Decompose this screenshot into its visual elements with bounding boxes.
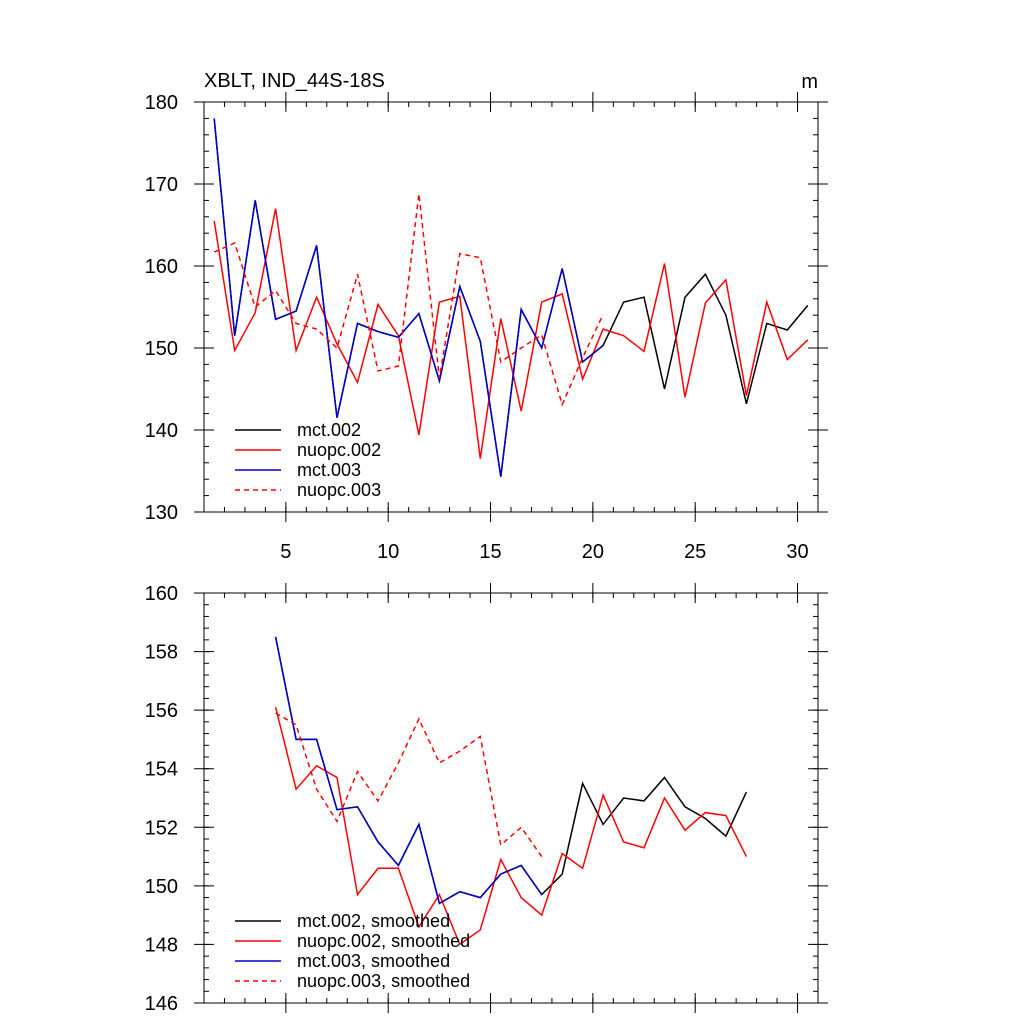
series-line-mct-003 [213, 118, 604, 477]
legend-label: mct.003 [297, 460, 361, 480]
x-tick-label: 20 [582, 541, 604, 563]
legend-label: nuopc.002 [297, 440, 381, 460]
y-tick-label: 150 [145, 338, 178, 360]
y-tick-label: 180 [145, 92, 178, 114]
y-tick-label: 160 [145, 256, 178, 278]
legend-label: mct.002 [297, 420, 361, 440]
series-line-nuopc-003-smoothed [275, 712, 543, 858]
x-tick-label: 15 [479, 541, 501, 563]
units-label: m [801, 71, 818, 93]
legend-label: nuopc.003 [297, 480, 381, 500]
y-tick-label: 150 [145, 876, 178, 898]
legend-label: nuopc.003, smoothed [297, 971, 470, 991]
y-tick-label: 130 [145, 502, 178, 524]
y-tick-label: 154 [145, 759, 178, 781]
y-tick-label: 158 [145, 642, 178, 664]
y-tick-label: 156 [145, 700, 178, 722]
x-tick-label: 30 [786, 541, 808, 563]
y-tick-label: 152 [145, 817, 178, 839]
series-line-nuopc-003 [213, 193, 604, 407]
legend-label: mct.002, smoothed [297, 911, 450, 931]
x-tick-label: 25 [684, 541, 706, 563]
legend-label: mct.003, smoothed [297, 951, 450, 971]
x-tick-label: 10 [377, 541, 399, 563]
x-tick-label: 5 [280, 541, 291, 563]
y-tick-label: 160 [145, 583, 178, 605]
bottom-panel: 146 148 150 152 154 156 158 160 mct.002, smoothe… [145, 583, 828, 1015]
series-line-nuopc-002-smoothed [274, 707, 748, 946]
chart-title: XBLT, IND_44S-18S [204, 70, 385, 92]
series-line-mct-003-smoothed [274, 636, 543, 905]
y-tick-label: 140 [145, 420, 178, 442]
y-tick-label: 148 [145, 934, 178, 956]
series-line-nuopc-002 [213, 208, 809, 459]
y-tick-label: 170 [145, 174, 178, 196]
legend-label: nuopc.002, smoothed [297, 931, 470, 951]
series-line-mct-002-smoothed [274, 636, 748, 905]
top-panel: 5 10 15 20 25 30 130 140 150 160 170 180 XBLT, IND_4… [145, 70, 828, 563]
y-tick-label: 146 [145, 993, 178, 1015]
